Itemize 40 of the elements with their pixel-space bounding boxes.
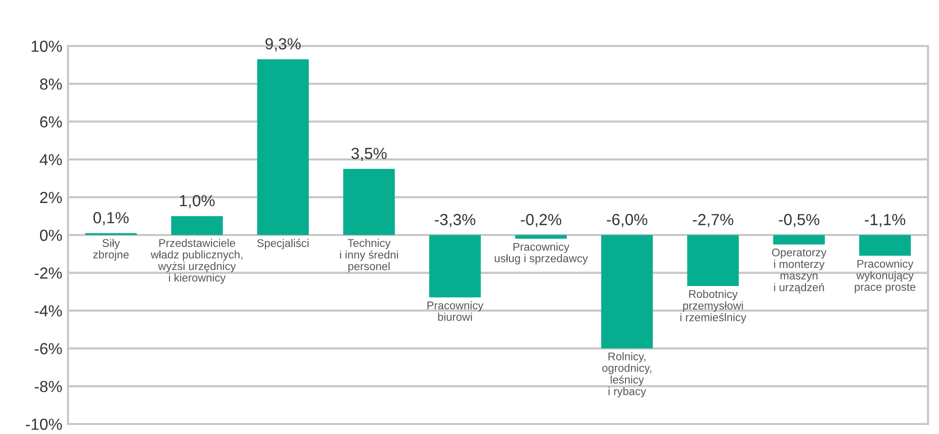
x-tick-label: Specjaliści: [257, 238, 308, 250]
x-tick-label: Technicy i inny średni personel: [340, 238, 398, 272]
x-tick-label: Operatorzy i monterzy maszyn i urządzeń: [772, 248, 826, 294]
bar: [429, 235, 481, 298]
bar: [601, 235, 653, 348]
y-tick-label: -4%: [34, 305, 62, 316]
data-label: -6,0%: [606, 214, 648, 228]
bar: [859, 235, 911, 256]
bar: [687, 235, 739, 286]
y-tick-label: 2%: [40, 192, 62, 204]
y-tick-label: 6%: [40, 116, 62, 128]
bar: [773, 235, 825, 244]
y-tick-label: -2%: [34, 267, 62, 279]
data-label: -0,2%: [520, 214, 562, 228]
bar: [343, 168, 395, 235]
y-tick-label: 4%: [40, 154, 62, 166]
data-label: -0,5%: [778, 214, 820, 228]
data-label: 9,3%: [266, 38, 301, 52]
x-tick-label: Pracownicy wykonujący prace proste: [854, 260, 916, 294]
x-tick-label: Siły zbrojne: [93, 238, 129, 261]
y-tick-label: 0%: [40, 230, 62, 241]
y-tick-label: 10%: [32, 40, 62, 52]
data-label: 0,1%: [93, 212, 129, 226]
x-tick-label: Robotnicy przemysłowi i rzemieślnicy: [680, 290, 746, 324]
x-tick-label: Pracownicy biurowi: [428, 301, 484, 321]
y-tick-label: -10%: [26, 418, 62, 430]
x-tick-label: Rolnicy, ogrodnicy, leśnicy i rybacy: [602, 352, 652, 398]
bar: [257, 59, 309, 235]
y-tick-label: 8%: [40, 78, 62, 90]
y-tick-label: -8%: [34, 380, 62, 392]
bar: [515, 235, 567, 239]
data-label: -2,7%: [692, 214, 734, 228]
data-label: 3,5%: [351, 148, 387, 161]
data-label: 1,0%: [180, 195, 215, 208]
bar: [171, 216, 223, 235]
x-tick-label: Przedstawiciele władz publicznych, wyżsi urzędnicy i kierownicy: [150, 238, 242, 284]
data-label: -1,1%: [864, 214, 906, 228]
data-label: -3,3%: [434, 214, 476, 228]
x-tick-label: Pracownicy usług i sprzedawcy: [494, 242, 588, 264]
y-tick-label: -6%: [34, 343, 62, 354]
